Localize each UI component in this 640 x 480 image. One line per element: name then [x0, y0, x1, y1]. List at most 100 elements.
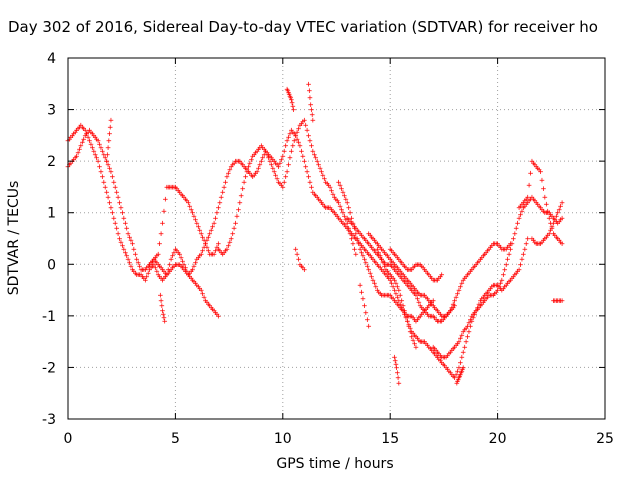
data-point: +: [216, 204, 222, 214]
data-point: +: [345, 198, 351, 208]
data-point: +: [423, 293, 429, 303]
data-point: +: [246, 167, 252, 177]
data-point: +: [296, 124, 302, 134]
data-point: +: [151, 260, 157, 270]
data-point: +: [382, 291, 388, 301]
data-point: +: [187, 202, 193, 212]
data-point: +: [379, 245, 385, 255]
data-point: +: [554, 296, 560, 306]
data-point: +: [201, 243, 207, 253]
data-point: +: [287, 154, 293, 164]
data-point: +: [267, 157, 273, 167]
data-point: +: [151, 255, 157, 265]
data-point: +: [515, 219, 521, 229]
data-point: +: [536, 240, 542, 250]
data-point: +: [70, 131, 76, 141]
data-point: +: [525, 235, 531, 245]
data-point: +: [408, 312, 414, 322]
data-point: +: [103, 154, 109, 164]
data-point: +: [492, 290, 498, 300]
data-point: +: [400, 271, 406, 281]
data-point: +: [208, 226, 214, 236]
data-point: +: [219, 248, 225, 258]
data-point: +: [390, 295, 396, 305]
data-point: +: [367, 231, 373, 241]
data-point: +: [493, 288, 499, 298]
data-point: +: [386, 253, 392, 263]
data-point: +: [247, 159, 253, 169]
data-point: +: [356, 228, 362, 238]
data-point: +: [396, 255, 402, 265]
data-point: +: [250, 152, 256, 162]
data-point: +: [433, 315, 439, 325]
data-point: +: [193, 279, 199, 289]
data-point: +: [196, 253, 202, 263]
data-point: +: [398, 303, 404, 313]
data-point: +: [183, 195, 189, 205]
data-point: +: [428, 272, 434, 282]
data-point: +: [105, 143, 111, 153]
data-point: +: [283, 142, 289, 152]
data-point: +: [402, 262, 408, 272]
data-point: +: [551, 229, 557, 239]
data-point: +: [471, 264, 477, 274]
data-point: +: [375, 245, 381, 255]
data-point: +: [261, 150, 267, 160]
data-point: +: [387, 276, 393, 286]
data-point: +: [125, 255, 131, 265]
data-point: +: [353, 250, 359, 260]
data-point: +: [456, 374, 462, 384]
data-series: +++++++: [392, 353, 402, 389]
data-point: +: [180, 257, 186, 267]
data-point: +: [398, 272, 404, 282]
data-point: +: [373, 259, 379, 269]
data-point: +: [335, 197, 341, 207]
data-point: +: [406, 265, 412, 275]
data-point: +: [286, 161, 292, 171]
data-point: +: [263, 147, 269, 157]
data-point: +: [534, 240, 540, 250]
data-point: +: [221, 248, 227, 258]
data-point: +: [478, 255, 484, 265]
data-point: +: [410, 283, 416, 293]
data-point: +: [201, 236, 207, 246]
data-point: +: [552, 231, 558, 241]
data-point: +: [449, 370, 455, 380]
data-point: +: [187, 269, 193, 279]
data-point: +: [432, 350, 438, 360]
data-point: +: [386, 291, 392, 301]
data-point: +: [147, 260, 153, 270]
data-point: +: [271, 167, 277, 177]
data-point: +: [161, 310, 167, 320]
data-point: +: [158, 229, 164, 239]
data-point: +: [463, 272, 469, 282]
data-point: +: [526, 181, 532, 191]
data-point: +: [486, 291, 492, 301]
data-point: +: [449, 346, 455, 356]
data-point: +: [546, 214, 552, 224]
data-point: +: [506, 277, 512, 287]
data-point: +: [141, 274, 147, 284]
data-point: +: [360, 295, 366, 305]
data-point: +: [183, 267, 189, 277]
data-point: +: [405, 317, 411, 327]
data-point: +: [148, 259, 154, 269]
data-point: +: [307, 137, 313, 147]
data-point: +: [501, 284, 507, 294]
data-point: +: [137, 262, 143, 272]
data-point: +: [456, 363, 462, 373]
data-point: +: [541, 236, 547, 246]
data-point: +: [332, 193, 338, 203]
data-point: +: [299, 147, 305, 157]
data-point: +: [90, 143, 96, 153]
data-point: +: [237, 157, 243, 167]
data-point: +: [287, 130, 293, 140]
data-point: +: [466, 319, 472, 329]
data-point: +: [529, 193, 535, 203]
data-point: +: [366, 322, 372, 332]
data-point: +: [436, 355, 442, 365]
data-point: +: [317, 197, 323, 207]
data-point: +: [466, 327, 472, 337]
data-point: +: [403, 264, 409, 274]
data-point: +: [82, 126, 88, 136]
